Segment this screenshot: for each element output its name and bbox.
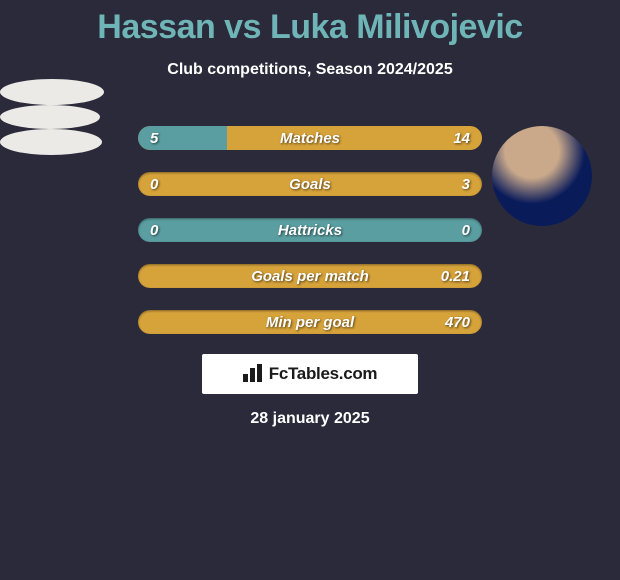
fctables-logo-text: FcTables.com — [269, 364, 378, 384]
stat-row: 0Goals3 — [138, 172, 482, 196]
stat-label: Min per goal — [138, 310, 482, 334]
stat-label: Goals — [138, 172, 482, 196]
stat-label: Goals per match — [138, 264, 482, 288]
stats-bars: 5Matches140Goals30Hattricks0Goals per ma… — [138, 126, 482, 356]
player-right-club-badge — [0, 129, 102, 155]
stat-row: 0Hattricks0 — [138, 218, 482, 242]
player-left-club-badge — [0, 105, 100, 129]
title-highlight: Luka Milivojevic — [270, 8, 523, 46]
title-prefix: Hassan vs — [97, 8, 270, 46]
stat-label: Matches — [138, 126, 482, 150]
stat-label: Hattricks — [138, 218, 482, 242]
bar-chart-icon — [243, 366, 263, 382]
player-right-photo — [492, 126, 592, 226]
stat-value-right: 470 — [445, 310, 470, 334]
stat-row: Goals per match0.21 — [138, 264, 482, 288]
stat-value-right: 3 — [462, 172, 470, 196]
page-title: Hassan vs Luka Milivojevic — [0, 0, 620, 47]
stat-value-right: 0 — [462, 218, 470, 242]
stat-value-right: 0.21 — [441, 264, 470, 288]
stat-value-right: 14 — [453, 126, 470, 150]
snapshot-date: 28 january 2025 — [0, 410, 620, 428]
subtitle: Club competitions, Season 2024/2025 — [0, 61, 620, 79]
stat-row: 5Matches14 — [138, 126, 482, 150]
fctables-logo[interactable]: FcTables.com — [202, 354, 418, 394]
stat-row: Min per goal470 — [138, 310, 482, 334]
player-left-photo — [0, 79, 104, 105]
